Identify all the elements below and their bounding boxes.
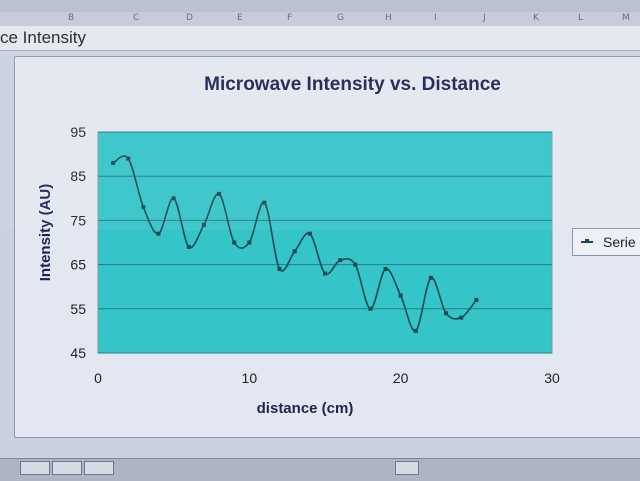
chart-title: Microwave Intensity vs. Distance xyxy=(204,74,501,95)
column-header[interactable]: H xyxy=(385,13,392,23)
data-point xyxy=(398,293,403,298)
x-axis-title: distance (cm) xyxy=(257,400,354,417)
plot-background xyxy=(97,131,553,354)
sheet-tab[interactable] xyxy=(20,461,50,475)
y-tick-label: 45 xyxy=(70,345,86,361)
data-point xyxy=(156,231,161,236)
data-point xyxy=(474,297,479,302)
data-point xyxy=(383,267,388,272)
y-tick-label: 55 xyxy=(70,301,86,317)
column-header[interactable]: K xyxy=(533,13,539,23)
x-tick-label: 20 xyxy=(393,370,409,386)
data-point xyxy=(171,196,176,201)
y-tick-labels: 45 55 65 75 85 95 xyxy=(70,124,86,361)
data-point xyxy=(323,271,327,276)
data-point xyxy=(338,258,343,263)
horizontal-scrollbar-thumb[interactable] xyxy=(395,461,419,475)
column-header[interactable]: F xyxy=(287,13,293,23)
column-header[interactable]: E xyxy=(237,13,243,23)
legend-label: Serie xyxy=(603,234,636,250)
data-point xyxy=(413,328,418,333)
column-header[interactable]: B xyxy=(68,13,75,23)
data-point xyxy=(126,156,131,161)
data-point xyxy=(111,160,116,165)
data-point xyxy=(307,231,312,236)
x-tick-label: 0 xyxy=(94,370,102,386)
x-tick-labels: 0 10 20 30 xyxy=(94,370,560,386)
data-point xyxy=(262,200,267,205)
sheet-tab[interactable] xyxy=(52,461,82,475)
spreadsheet-row[interactable] xyxy=(0,26,640,51)
y-tick-label: 65 xyxy=(70,257,86,273)
data-point xyxy=(292,249,297,254)
column-header[interactable]: G xyxy=(337,13,344,23)
legend-marker xyxy=(585,239,589,243)
data-point xyxy=(459,315,464,320)
data-point xyxy=(353,262,358,267)
data-point xyxy=(217,191,222,196)
x-tick-label: 10 xyxy=(242,370,258,386)
data-point xyxy=(247,240,252,245)
data-point xyxy=(186,244,191,249)
data-point xyxy=(277,267,282,272)
data-point xyxy=(444,311,449,316)
y-tick-label: 75 xyxy=(70,212,86,228)
gridlines xyxy=(98,131,552,354)
data-point xyxy=(428,275,433,280)
column-header[interactable]: L xyxy=(578,13,584,23)
column-header[interactable]: J xyxy=(483,13,486,23)
y-tick-label: 95 xyxy=(70,124,86,140)
sheet-tabs-bar xyxy=(0,458,640,481)
data-point xyxy=(201,222,206,227)
data-point xyxy=(232,240,237,245)
sheet-tab[interactable] xyxy=(84,461,114,475)
data-point xyxy=(368,306,373,311)
column-header[interactable]: D xyxy=(186,13,193,23)
series-points xyxy=(111,156,479,333)
column-header[interactable]: I xyxy=(434,13,437,23)
column-header[interactable]: C xyxy=(133,13,140,23)
cell-label[interactable]: ce Intensity xyxy=(0,28,86,47)
x-tick-label: 30 xyxy=(544,370,560,386)
y-tick-label: 85 xyxy=(70,168,86,184)
data-point xyxy=(141,205,146,210)
y-axis-title: Intensity (AU) xyxy=(37,184,54,282)
column-header[interactable]: M xyxy=(622,13,630,23)
legend[interactable]: Serie xyxy=(572,228,640,256)
